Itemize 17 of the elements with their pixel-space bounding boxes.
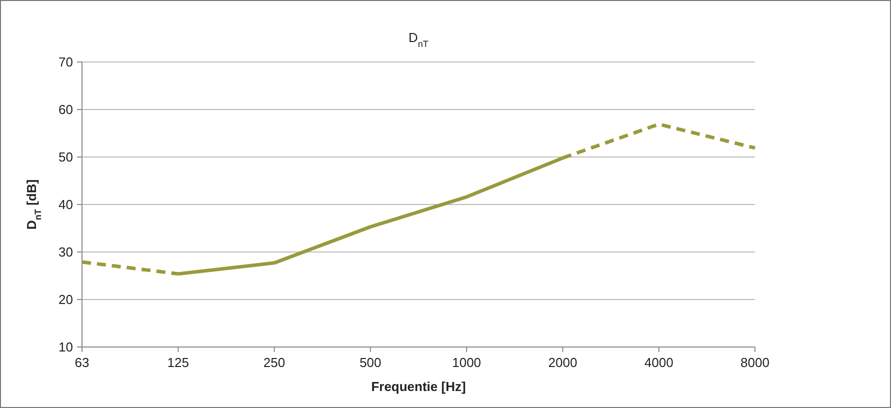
x-tick-label: 125	[167, 355, 189, 370]
chart-title: D$_{nT}$	[408, 30, 429, 49]
x-tick-label: 4000	[644, 355, 674, 370]
y-tick-label: 30	[58, 244, 73, 260]
y-tick-label: 70	[58, 54, 73, 70]
x-tick-label: 2000	[548, 355, 578, 370]
x-tick-label: 1000	[452, 355, 482, 370]
x-tick-label: 63	[74, 355, 90, 370]
y-tick-label: 60	[58, 102, 73, 118]
x-tick-label: 250	[263, 355, 286, 370]
y-tick-label: 50	[58, 150, 73, 165]
x-tick-label: 8000	[740, 355, 770, 370]
y-tick-label: 10	[58, 340, 73, 355]
y-tick-label: 20	[58, 292, 73, 308]
x-axis-title: Frequentie [Hz]	[371, 379, 466, 394]
x-tick-label: 500	[360, 355, 382, 370]
y-tick-label: 40	[58, 197, 73, 212]
